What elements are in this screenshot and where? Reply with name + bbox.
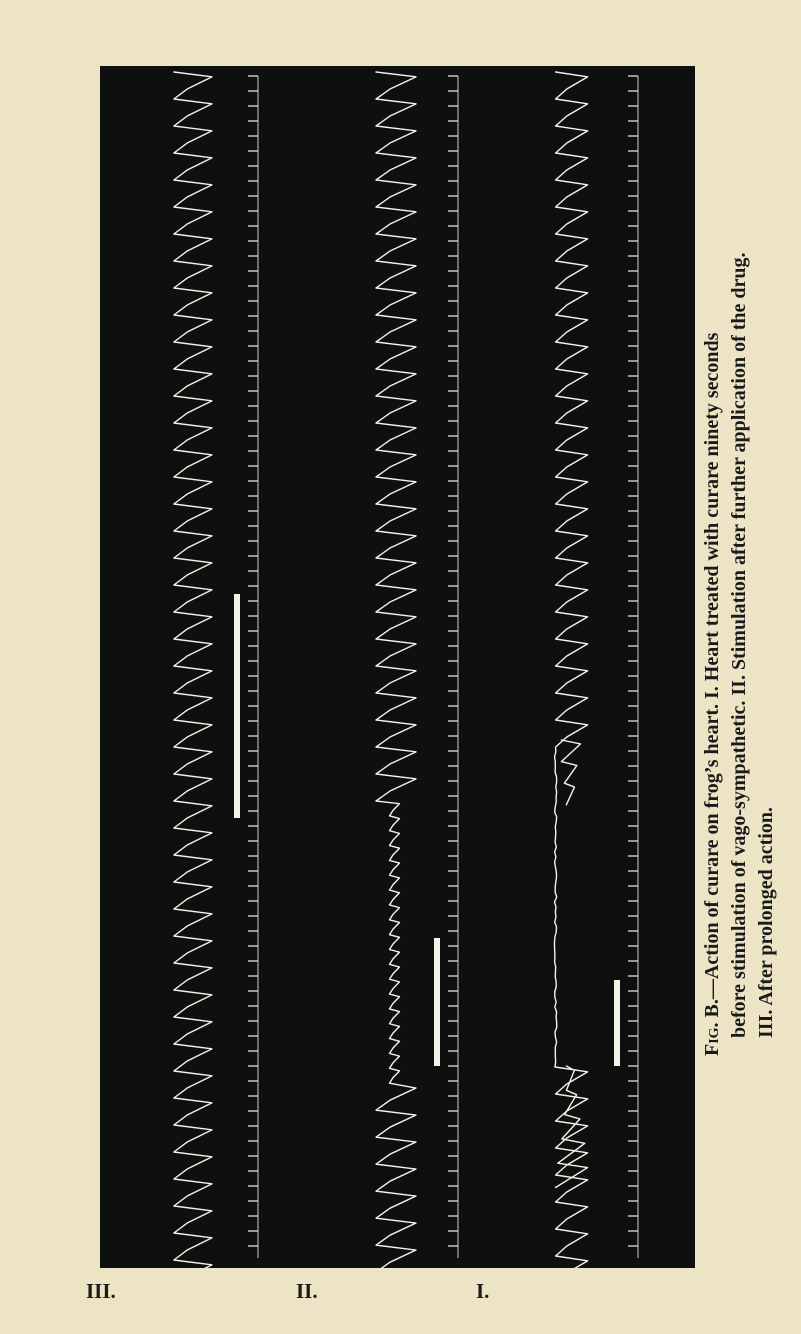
trace-svg <box>100 66 695 1268</box>
caption-line2: before stimulation of vago-sympathetic. … <box>726 36 753 1038</box>
caption-line1: B.—Action of curare on frog’s heart. I. … <box>701 333 723 1023</box>
label-iii: III. <box>86 1279 116 1304</box>
label-ii: II. <box>296 1279 318 1304</box>
caption-lead-sc: Fig. <box>701 1022 723 1056</box>
kymograph-plate <box>100 66 695 1268</box>
stimulation-bar-II <box>434 938 440 1066</box>
page: III. II. I. Fig. B.—Action of curare on … <box>0 0 801 1334</box>
caption-line3: III. After prolonged action. <box>753 36 780 1038</box>
stimulation-bar-III <box>234 594 240 818</box>
stimulation-bar-I <box>614 980 620 1066</box>
figure-caption: Fig. B.—Action of curare on frog’s heart… <box>699 36 780 1056</box>
label-i: I. <box>476 1279 489 1304</box>
